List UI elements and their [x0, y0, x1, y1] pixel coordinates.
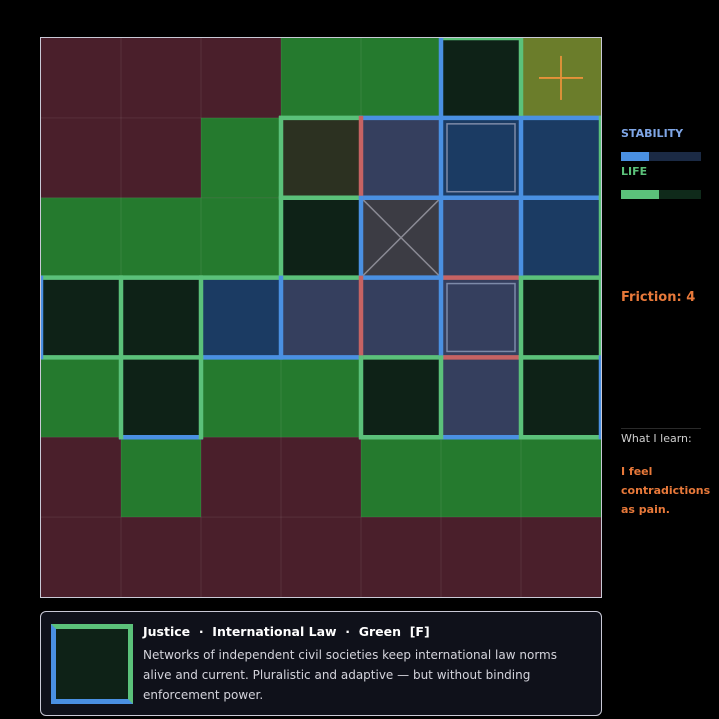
board-cell[interactable]: [281, 517, 361, 597]
board-cell[interactable]: [41, 437, 121, 518]
board-cell[interactable]: [281, 437, 361, 518]
board-cell[interactable]: [441, 277, 521, 358]
board-cell[interactable]: [441, 117, 521, 198]
board-grid[interactable]: [41, 38, 601, 597]
stability-label: STABILITY: [621, 127, 684, 140]
board-cell[interactable]: [41, 117, 121, 198]
tile-preview: [51, 624, 133, 704]
life-bar-fill: [621, 190, 659, 199]
board-cell[interactable]: [201, 437, 281, 518]
board-cell[interactable]: [441, 437, 521, 518]
board-cell[interactable]: [41, 38, 121, 118]
board-cell[interactable]: [41, 277, 121, 358]
board-cell[interactable]: [441, 38, 521, 118]
board-cell[interactable]: [121, 38, 201, 118]
board-cell[interactable]: [201, 517, 281, 597]
board-cell[interactable]: [121, 117, 201, 198]
life-bar: [621, 190, 701, 199]
board-cell[interactable]: [521, 277, 601, 358]
board-cell[interactable]: [201, 357, 281, 438]
learn-title: What I learn:: [621, 432, 692, 445]
board-cell[interactable]: [521, 197, 601, 278]
board-cell[interactable]: [361, 517, 441, 597]
board-cell[interactable]: [361, 117, 441, 198]
board-cell[interactable]: [41, 357, 121, 438]
board-cell[interactable]: [441, 197, 521, 278]
inset-frame: [446, 123, 516, 193]
board-cell[interactable]: [281, 197, 361, 278]
board-cell[interactable]: [121, 357, 201, 438]
stability-bar-fill: [621, 152, 649, 161]
board-cell[interactable]: [441, 517, 521, 597]
inset-frame: [446, 282, 516, 353]
board-cell[interactable]: [521, 517, 601, 597]
board-cell[interactable]: [121, 437, 201, 518]
board-cell[interactable]: [521, 357, 601, 438]
life-label: LIFE: [621, 165, 648, 178]
friction-value: Friction: 4: [621, 290, 696, 305]
game-board[interactable]: [40, 37, 602, 598]
board-cell[interactable]: [361, 277, 441, 358]
board-cell[interactable]: [121, 517, 201, 597]
board-cell[interactable]: [201, 197, 281, 278]
board-cell[interactable]: [281, 277, 361, 358]
tile-description: Networks of independent civil societies …: [143, 648, 557, 702]
board-cell[interactable]: [41, 197, 121, 278]
board-cell[interactable]: [281, 357, 361, 438]
learn-divider: [621, 428, 701, 429]
board-cell[interactable]: [281, 38, 361, 118]
board-cell[interactable]: [41, 517, 121, 597]
board-cell[interactable]: [441, 357, 521, 438]
board-cell[interactable]: [521, 437, 601, 518]
board-cell[interactable]: [361, 38, 441, 118]
board-cell[interactable]: [121, 277, 201, 358]
board-cell[interactable]: [121, 197, 201, 278]
tile-info-panel: Justice · International Law · Green [F] …: [40, 611, 602, 716]
board-cell[interactable]: [361, 437, 441, 518]
board-cell[interactable]: [201, 277, 281, 358]
stability-bar: [621, 152, 701, 161]
learn-text: I feel contradictions as pain.: [621, 465, 711, 516]
board-cell[interactable]: [201, 117, 281, 198]
board-cell[interactable]: [361, 357, 441, 438]
board-cell[interactable]: [281, 117, 361, 198]
board-cell[interactable]: [201, 38, 281, 118]
tile-title: Justice · International Law · Green [F]: [143, 624, 430, 639]
cross-mark: [360, 197, 442, 279]
board-cell[interactable]: [521, 117, 601, 198]
